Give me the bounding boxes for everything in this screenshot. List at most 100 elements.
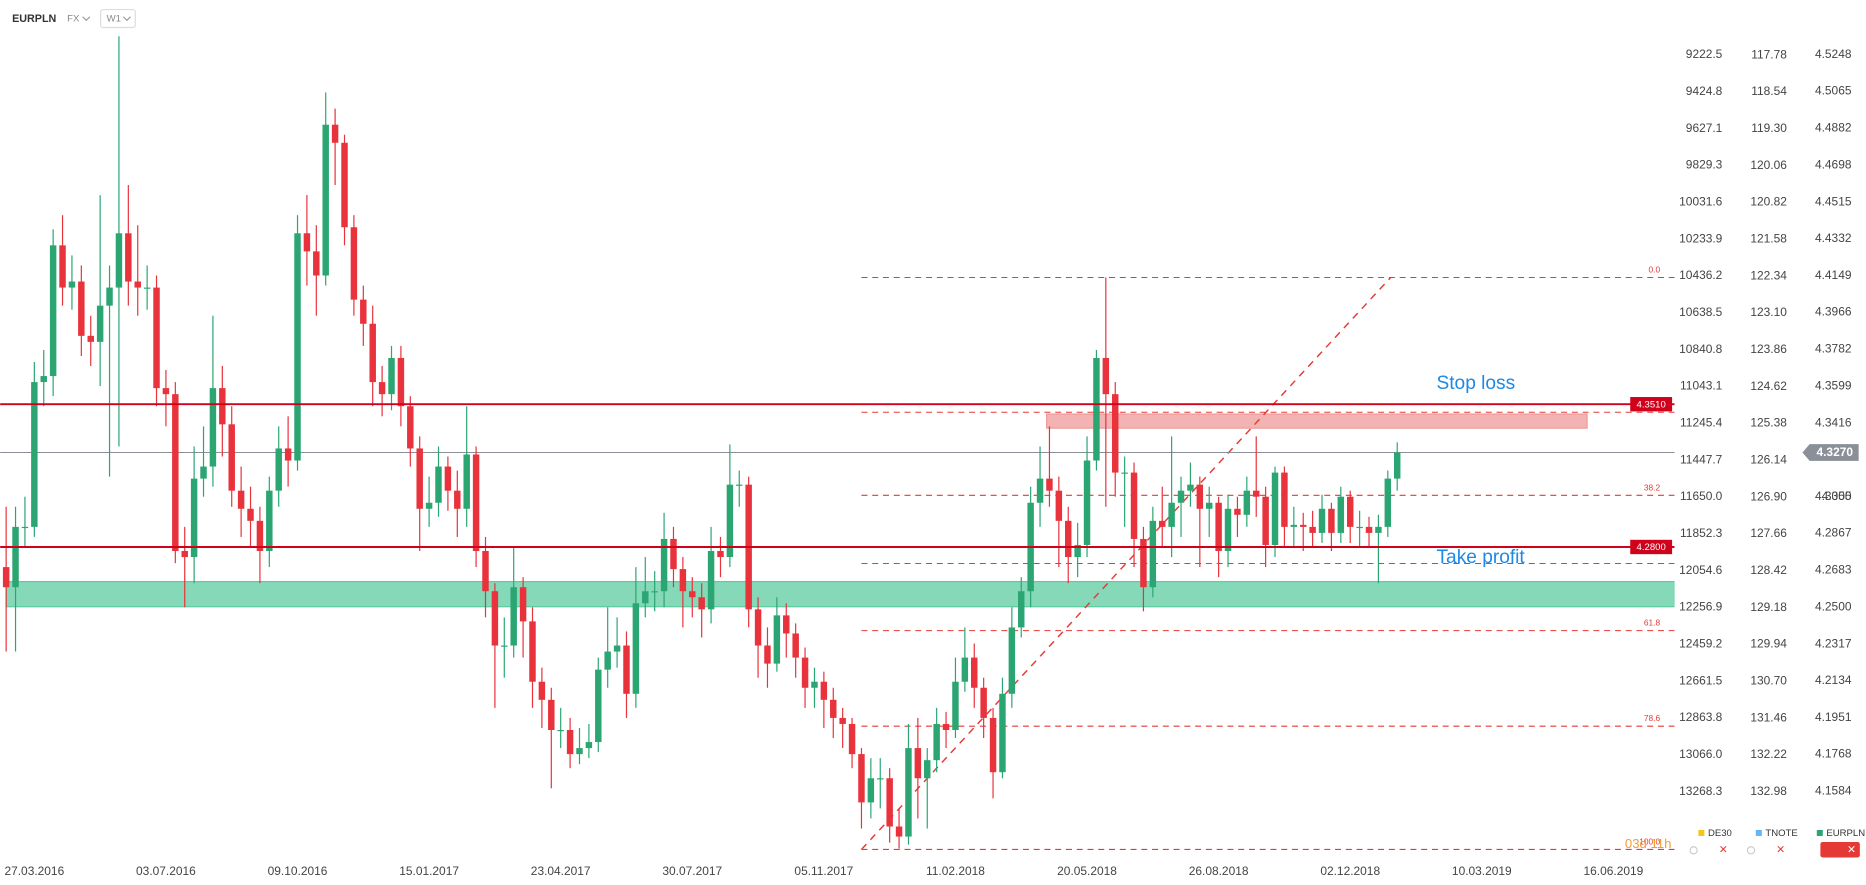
candle-body xyxy=(1356,526,1363,529)
level-label: 4.2800 xyxy=(1637,542,1666,553)
candle-body xyxy=(181,551,188,558)
y-tick-label: 4.2683 xyxy=(1815,563,1852,577)
x-tick-label: 26.08.2018 xyxy=(1189,864,1249,878)
candle-body xyxy=(660,538,668,592)
legend-label[interactable]: EURPLN xyxy=(1826,828,1865,839)
candle-body xyxy=(1168,502,1175,527)
candle-body xyxy=(1074,544,1081,558)
candle-body xyxy=(1177,490,1185,503)
candle-body xyxy=(548,699,555,730)
candle-body xyxy=(679,569,687,592)
candle-body xyxy=(999,693,1006,773)
candle-body xyxy=(895,826,903,837)
candle-body xyxy=(143,287,151,289)
candle-body xyxy=(266,490,273,552)
candle-body xyxy=(1234,508,1241,515)
fib-label: 38.2 xyxy=(1644,482,1661,492)
candle-body xyxy=(294,233,301,461)
y-tick-label: 126.14 xyxy=(1750,453,1787,467)
candle-body xyxy=(510,587,517,646)
legend-remove[interactable] xyxy=(1820,841,1860,858)
x-tick-label: 10.03.2019 xyxy=(1452,864,1512,878)
y-tick-label: 120.82 xyxy=(1750,195,1787,209)
market[interactable]: FX xyxy=(67,14,80,25)
y-tick-label: 4.3966 xyxy=(1815,305,1852,319)
y-tick-label: 123.10 xyxy=(1750,305,1787,319)
y-tick-label: 4.2500 xyxy=(1815,599,1852,613)
x-tick-label: 16.06.2019 xyxy=(1584,864,1644,878)
y-tick-label: 126.90 xyxy=(1750,489,1787,503)
candle-body xyxy=(31,382,38,527)
legend-swatch xyxy=(1755,829,1762,836)
candle-body xyxy=(707,551,715,610)
candle-body xyxy=(1018,591,1025,628)
candle-body xyxy=(1365,526,1373,533)
x-tick-label: 09.10.2016 xyxy=(268,864,328,878)
y-tick-label: 132.98 xyxy=(1750,784,1787,798)
legend-label[interactable]: TNOTE xyxy=(1765,828,1797,839)
candle-body xyxy=(764,645,771,664)
x-tick-label: 11.02.2018 xyxy=(926,864,985,878)
candle-body xyxy=(689,591,696,598)
legend-swatch xyxy=(1698,829,1705,836)
y-tick-label: 13268.3 xyxy=(1679,784,1723,798)
interval[interactable]: W1 xyxy=(107,14,121,25)
legend-label[interactable]: DE30 xyxy=(1708,828,1732,839)
y-tick-label: 4.2317 xyxy=(1815,636,1852,650)
y-tick-label: 119.30 xyxy=(1751,121,1787,135)
candle-body xyxy=(59,245,66,288)
candle-body xyxy=(642,591,649,604)
candle-body xyxy=(1196,484,1204,509)
legend-close: ✕ xyxy=(1776,844,1785,856)
candle-body xyxy=(1036,478,1044,503)
candle-body xyxy=(632,603,640,694)
y-tick-label: 4.4332 xyxy=(1815,231,1852,245)
candle-body xyxy=(1243,490,1251,515)
current-price-badge xyxy=(1802,444,1859,461)
candle-body xyxy=(1318,508,1326,533)
interval-box[interactable] xyxy=(100,8,136,29)
candle-body xyxy=(773,615,781,664)
y-tick-label: 130.70 xyxy=(1750,673,1787,687)
y-tick-label: 4.4515 xyxy=(1815,194,1852,208)
y-tick-label: 11043.1 xyxy=(1680,379,1723,393)
y-tick-label: 10436.2 xyxy=(1679,268,1723,282)
level-badge xyxy=(1630,539,1673,555)
candle-body xyxy=(125,233,132,282)
interval-caret xyxy=(122,16,131,22)
y-tick-label: 9424.8 xyxy=(1686,84,1723,98)
candle-body xyxy=(275,448,282,491)
y-tick-label: 12054.6 xyxy=(1679,563,1723,577)
candle-body xyxy=(971,657,978,688)
y-tick-label: 124.62 xyxy=(1750,379,1787,393)
candle-body xyxy=(1337,496,1345,533)
candle-body xyxy=(1121,472,1128,474)
candle-body xyxy=(397,357,405,407)
candle-body xyxy=(1393,452,1401,479)
y-tick-label: 10840.8 xyxy=(1679,342,1723,356)
y-tick-label: 127.66 xyxy=(1750,526,1787,540)
candle-body xyxy=(651,591,658,593)
level-annotation: Stop loss xyxy=(1436,373,1515,394)
y-tick-label: 13066.0 xyxy=(1679,747,1723,761)
candle-body xyxy=(1299,524,1307,527)
candle-body xyxy=(839,717,846,724)
candle-body xyxy=(980,687,987,718)
candle-body xyxy=(848,723,856,755)
candle-body xyxy=(783,615,790,634)
candle-body xyxy=(1328,508,1335,533)
y-tick-label: 125.38 xyxy=(1750,416,1787,430)
y-tick-label: 129.18 xyxy=(1750,600,1787,614)
y-tick-label: 122.34 xyxy=(1750,268,1787,282)
y-tick-label: 4.3416 xyxy=(1815,415,1852,429)
candle-body xyxy=(538,681,546,700)
candle-body xyxy=(350,227,358,300)
level-annotation: Take profit xyxy=(1436,547,1525,568)
candle-body xyxy=(172,394,179,552)
x-tick-label: 23.04.2017 xyxy=(531,864,591,878)
candle-body xyxy=(801,657,809,688)
candle-body xyxy=(416,448,423,509)
candle-body xyxy=(1102,357,1110,395)
candle-body xyxy=(228,424,235,491)
